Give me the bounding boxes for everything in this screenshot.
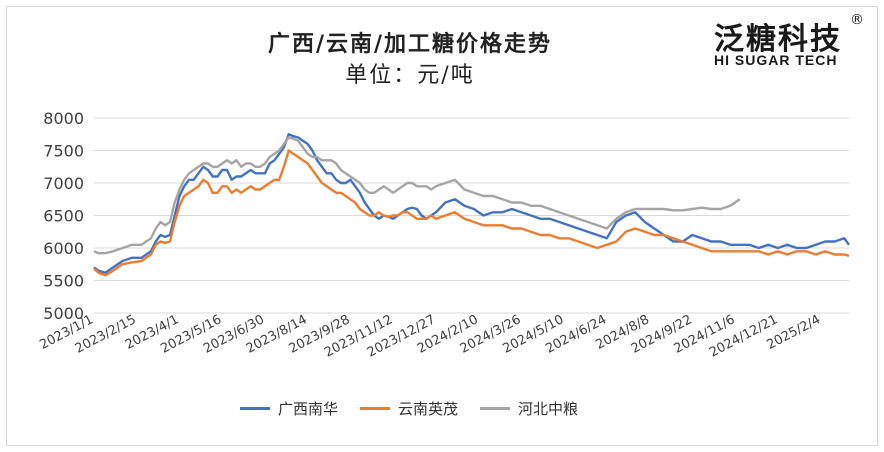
y-tick-label: 5500 xyxy=(43,272,84,291)
legend-swatch xyxy=(240,406,270,410)
y-tick-label: 5000 xyxy=(43,304,84,323)
legend: 广西南华 云南英茂 河北中粮 xyxy=(240,398,578,418)
y-tick-label: 7000 xyxy=(43,174,84,193)
logo-cn-text: 泛糖科技 xyxy=(714,22,842,57)
gridlines xyxy=(94,117,849,314)
y-tick-label: 6000 xyxy=(43,239,84,258)
logo-en-text: HI SUGAR TECH xyxy=(714,52,838,68)
legend-swatch xyxy=(480,406,511,410)
legend-label: 河北中粮 xyxy=(518,399,579,418)
series-line-2 xyxy=(93,149,850,277)
legend-item-1: 广西南华 xyxy=(240,398,338,419)
legend-item-3: 河北中粮 xyxy=(480,398,578,419)
y-tick-label: 6500 xyxy=(43,207,84,226)
series-lines xyxy=(93,133,850,277)
chart-frame xyxy=(6,6,878,446)
logo-registered-mark: ® xyxy=(850,12,864,28)
legend-item-2: 云南英茂 xyxy=(360,398,458,419)
legend-swatch xyxy=(360,406,391,410)
y-tick-label: 7500 xyxy=(43,142,84,161)
legend-label: 广西南华 xyxy=(278,399,339,418)
brand-logo: 泛糖科技 ® HI SUGAR TECH xyxy=(714,12,874,72)
y-tick-label: 8000 xyxy=(43,109,84,128)
chart-subtitle: 单位：元/吨 xyxy=(345,63,475,88)
series-line-3 xyxy=(93,136,741,255)
x-axis: 2023/1/12023/2/152023/4/12023/5/162023/6… xyxy=(37,312,823,360)
series-line-1 xyxy=(93,133,850,274)
y-axis: 5000 5500 6000 6500 7000 7500 8000 xyxy=(43,109,84,323)
legend-label: 云南英茂 xyxy=(398,399,459,418)
chart-title: 广西/云南/加工糖价格走势 xyxy=(267,31,553,57)
